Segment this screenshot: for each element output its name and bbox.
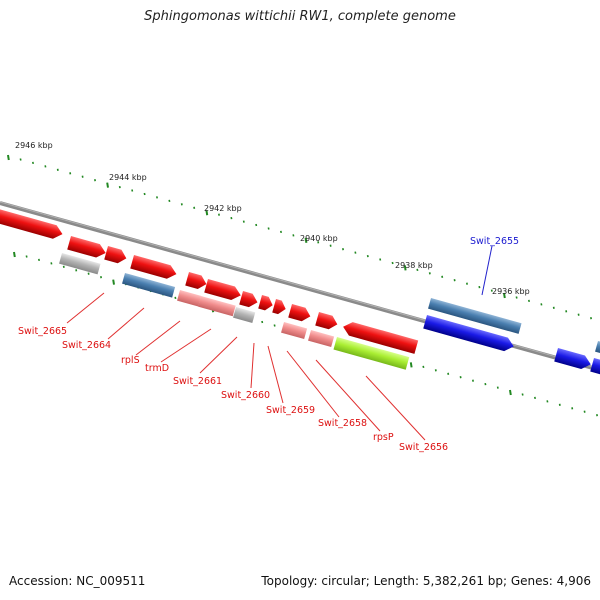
gene-arrow-swit-2657[interactable] [288,304,312,323]
inner-tick-32 [409,362,413,368]
map-title: Sphingomonas wittichii RW1, complete gen… [144,9,456,24]
gene-arrow-trmd[interactable] [130,255,178,281]
gene-arrows-reverse [423,315,600,375]
gene-arrow-swit-2664[interactable] [67,236,107,260]
scale-label-2942: 2942 kbp [204,204,242,213]
gene-label-swit-2664[interactable]: Swit_2664 [62,340,111,351]
inner-scale-ticks [13,251,598,417]
scale-label-2944: 2944 kbp [109,173,147,182]
gene-label-rpls[interactable]: rplS [121,355,140,366]
gene-arrow-blue-1[interactable] [423,315,515,353]
scale-label-2940: 2940 kbp [300,234,338,243]
inner-tick-0 [13,251,16,258]
genome-stats-label: Topology: circular; Length: 5,382,261 bp… [261,574,591,588]
gene-arrow-swit-2661[interactable] [185,272,208,291]
gene-label-swit-2656[interactable]: Swit_2656 [399,442,448,453]
feature-bar-pink-2[interactable] [198,296,236,317]
gene-arrow-swit-2658[interactable] [258,295,274,312]
scale-label-2946: 2946 kbp [15,141,53,150]
scale-label-2936: 2936 kbp [492,287,530,296]
gene-label-swit-2655[interactable]: Swit_2655 [470,236,519,247]
gene-arrow-swit-2665[interactable] [0,208,64,241]
gene-arrow-blue-3[interactable] [590,358,600,375]
gene-label-swit-2661[interactable]: Swit_2661 [173,376,222,387]
gene-arrow-swit-2656[interactable] [341,320,419,354]
outer-tick-16 [205,210,209,216]
gene-label-swit-2660[interactable]: Swit_2660 [221,390,270,401]
gene-arrow-rpsp[interactable] [272,299,287,316]
gene-arrow-swit-2660[interactable] [204,279,242,302]
outer-tick-8 [106,182,109,188]
feature-bar-lime[interactable] [333,337,410,370]
feature-bar-pink-1[interactable] [177,290,202,307]
inner-tick-8 [112,279,115,285]
gene-label-swit-2665[interactable]: Swit_2665 [18,326,67,337]
scale-label-2938: 2938 kbp [395,261,433,270]
gene-label-leader-blue [481,245,493,296]
gene-label-leaders [66,292,426,441]
gene-label-swit-2659[interactable]: Swit_2659 [266,405,315,416]
gene-arrows-forward [0,208,419,354]
gene-label-rpsp[interactable]: rpsP [373,432,394,443]
feature-bar-steel-2[interactable] [428,298,522,334]
accession-label: Accession: NC_009511 [9,574,146,588]
gene-arrow-swit-2659[interactable] [239,291,259,309]
outer-tick-0 [7,154,10,161]
gene-arrow-swit-2656a[interactable] [315,312,339,331]
outer-tick-40 [503,292,506,299]
outer-scale-ticks [7,154,592,320]
gene-arrow-blue-2[interactable] [554,348,592,371]
feature-bars [59,253,600,370]
feature-bar-gray-2[interactable] [233,307,256,323]
feature-bar-steel-3[interactable] [595,341,600,355]
feature-bar-steel-1[interactable] [122,273,176,298]
gene-label-trmd[interactable]: trmD [145,363,169,374]
feature-bar-pink-3[interactable] [281,322,308,340]
gene-label-swit-2658[interactable]: Swit_2658 [318,418,367,429]
gene-arrow-rpls[interactable] [104,246,128,265]
outer-tick-32 [403,265,407,271]
inner-tick-40 [509,389,512,396]
feature-bar-pink-4[interactable] [308,330,335,348]
outer-tick-24 [304,237,308,243]
feature-bar-gray-1[interactable] [59,253,101,275]
